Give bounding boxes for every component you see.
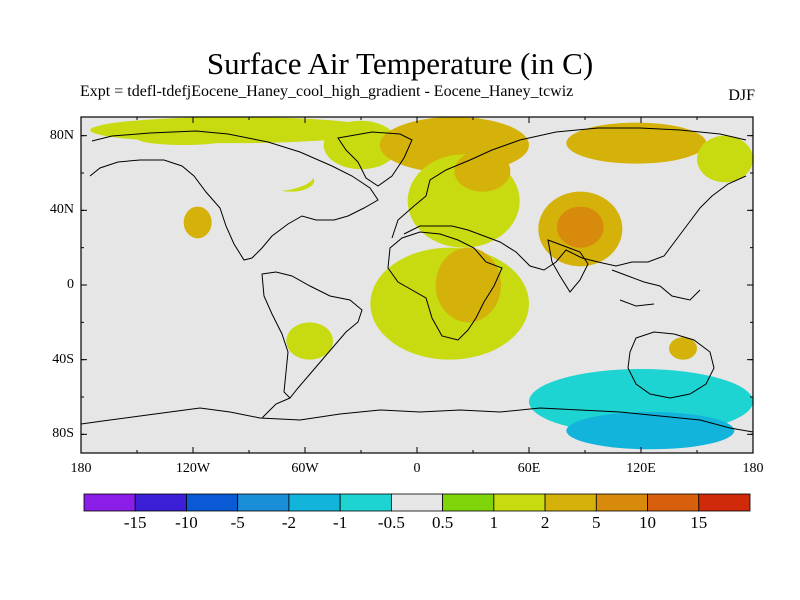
temperature-anomaly-region: [557, 206, 604, 248]
temperature-field: [81, 117, 753, 453]
lat-label-80s: 80S: [52, 426, 74, 442]
colorbar-label: 0.5: [431, 513, 454, 532]
temperature-anomaly-region: [697, 135, 753, 183]
temperature-anomaly-region: [566, 411, 735, 450]
colorbar-swatch: [390, 493, 444, 512]
lon-label-180w: 180: [70, 461, 92, 476]
colorbar-swatch: [186, 493, 239, 512]
lat-label-40n: 40N: [49, 202, 74, 218]
colorbar-label: -0.5: [377, 513, 405, 532]
colorbar: [83, 493, 751, 512]
temperature-anomaly-region: [286, 322, 333, 360]
temperature-anomaly-region: [566, 122, 707, 164]
lon-label-120w: 120W: [175, 461, 211, 476]
lon-label-0: 0: [413, 461, 421, 476]
axis-ticks: [80, 117, 754, 453]
lon-label-60w: 60W: [291, 461, 319, 476]
colorbar-label: 2: [540, 513, 550, 532]
colorbar-label: 1: [489, 513, 499, 532]
lat-label-40s: 40S: [52, 351, 74, 367]
colorbar-swatch: [134, 493, 187, 512]
coastline-antarctic-peninsula: [261, 397, 291, 419]
temperature-anomaly-region: [323, 182, 399, 202]
map-title: Surface Air Temperature (in C): [206, 46, 594, 81]
colorbar-label: -15: [123, 513, 147, 532]
colorbar-swatch: [647, 493, 700, 512]
temperature-anomaly-region: [454, 150, 511, 192]
colorbar-label: -10: [175, 513, 198, 532]
colorbar-swatch: [698, 493, 751, 512]
coastline-eurasia: [391, 127, 747, 271]
coastline-north-america: [89, 130, 379, 261]
colorbar-label: 5: [592, 513, 601, 532]
coastline-southeast-asia: [611, 269, 701, 307]
colorbar-swatch: [237, 493, 290, 512]
experiment-subtitle: Expt = tdefl-tdefjEocene_Haney_cool_high…: [80, 83, 574, 100]
coastline-greenland: [337, 131, 413, 187]
lat-label-0: 0: [67, 277, 74, 292]
colorbar-swatch: [595, 493, 648, 512]
temperature-anomaly-region: [220, 158, 315, 192]
coastline-africa: [387, 231, 503, 341]
colorbar-swatch: [442, 493, 495, 512]
colorbar-label: 10: [639, 513, 657, 532]
temperature-anomaly-region: [435, 247, 502, 323]
temperature-anomaly-region: [183, 206, 212, 239]
colorbar-swatch: [288, 493, 341, 512]
colorbar-label: -1: [333, 513, 348, 532]
coastline-australia: [627, 331, 715, 399]
colorbar-swatch: [544, 493, 597, 512]
lon-label-120e: 120E: [626, 461, 656, 476]
colorbar-swatch: [339, 493, 392, 512]
temperature-anomaly-region: [305, 275, 324, 295]
coastline-antarctica: [81, 407, 753, 433]
lon-label-60e: 60E: [517, 461, 541, 476]
colorbar-label: 15: [690, 513, 708, 532]
temperature-anomaly-region: [669, 337, 697, 360]
lon-label-180e: 180: [742, 461, 764, 476]
coastlines: [81, 127, 753, 433]
coastline-south-america: [261, 271, 363, 399]
season-label: DJF: [728, 87, 755, 104]
colorbar-label: -2: [281, 513, 296, 532]
colorbar-swatch: [83, 493, 136, 512]
colorbar-swatch: [493, 493, 546, 512]
colorbar-label: -5: [230, 513, 245, 532]
coastline-india: [547, 239, 589, 293]
temperature-anomaly-region: [137, 131, 231, 145]
lat-label-80n: 80N: [49, 127, 74, 143]
temperature-anomaly-region: [81, 369, 100, 388]
